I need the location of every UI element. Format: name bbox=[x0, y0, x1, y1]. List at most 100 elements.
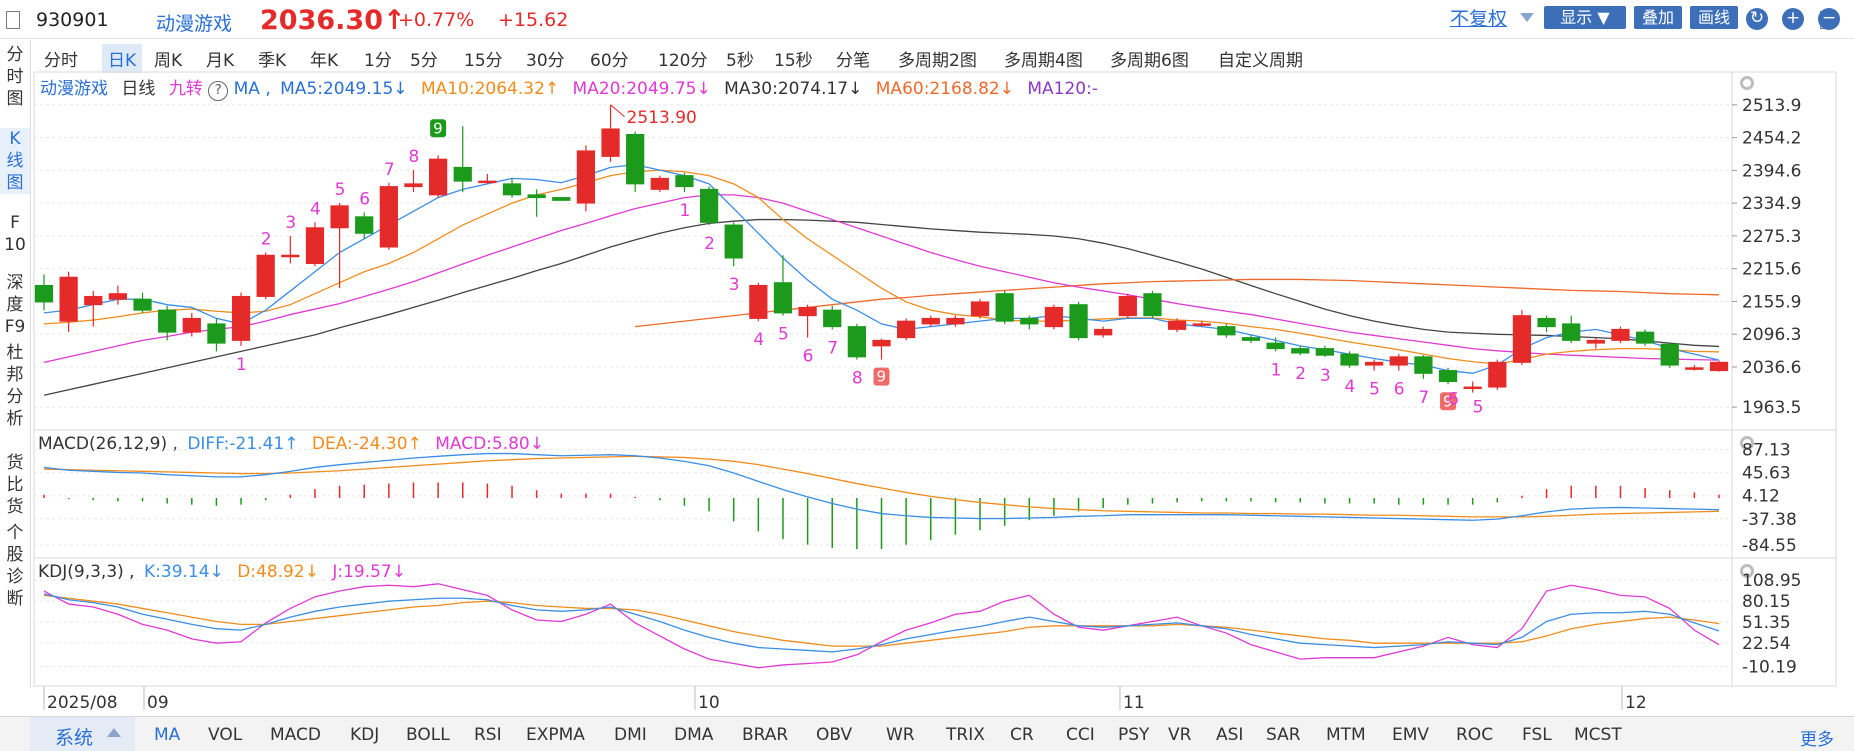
nine-turn-label: 2 bbox=[1295, 364, 1306, 384]
indicator-tab[interactable]: ASI bbox=[1216, 725, 1244, 745]
indicator-tab[interactable]: PSY bbox=[1118, 725, 1150, 745]
more-button[interactable]: 更多 bbox=[1800, 730, 1834, 750]
indicator-tab[interactable]: DMI bbox=[614, 725, 647, 745]
nine-turn-badge bbox=[1440, 392, 1457, 411]
period-tab[interactable]: 周K bbox=[154, 51, 183, 71]
nine-turn-badge bbox=[430, 119, 447, 138]
price-axis-label: 2036.6 bbox=[1742, 358, 1801, 378]
indicator-tab[interactable]: SAR bbox=[1266, 725, 1301, 745]
period-tab[interactable]: 15秒 bbox=[774, 51, 813, 71]
adjust-dropdown[interactable]: 不复权 bbox=[1450, 8, 1508, 30]
left-nav-tab[interactable]: K 线 图 bbox=[0, 128, 30, 194]
indicator-tab[interactable]: OBV bbox=[816, 725, 853, 745]
candle-body bbox=[1685, 367, 1704, 370]
period-tab[interactable]: 自定义周期 bbox=[1218, 51, 1303, 71]
candle-body bbox=[970, 301, 990, 317]
period-tab[interactable]: 分笔 bbox=[836, 51, 870, 71]
indicator-tab[interactable]: MA bbox=[154, 725, 181, 745]
period-tab[interactable]: 月K bbox=[206, 51, 235, 71]
indicator-tab[interactable]: CCI bbox=[1066, 725, 1095, 745]
period-tab[interactable]: 60分 bbox=[590, 51, 629, 71]
nine-turn-label: 3 bbox=[1320, 366, 1331, 386]
left-nav-tab[interactable]: 个 股 诊 断 bbox=[6, 523, 24, 609]
system-menu[interactable]: 系统 bbox=[30, 717, 135, 751]
draw-line-button[interactable]: 画线 bbox=[1690, 6, 1738, 29]
date-axis-label: 2025/08 bbox=[47, 693, 118, 713]
period-tab[interactable]: 分时 bbox=[44, 51, 78, 71]
candle-body bbox=[256, 254, 275, 297]
change-amount: +15.62 bbox=[498, 9, 569, 31]
main-settings-gear-icon[interactable] bbox=[1740, 76, 1754, 90]
sidebar-toggle-icon[interactable] bbox=[6, 11, 20, 29]
period-tab[interactable]: 多周期2图 bbox=[898, 51, 977, 71]
nine-turn-label: 6 bbox=[803, 347, 814, 367]
panel-frame bbox=[33, 71, 1837, 431]
nine-turn-label: 1 bbox=[236, 355, 247, 375]
date-axis-label: 11 bbox=[1123, 693, 1145, 713]
indicator-tab[interactable]: ROC bbox=[1456, 725, 1494, 745]
indicator-tab[interactable]: EXPMA bbox=[526, 725, 585, 745]
indicator-tab[interactable]: MACD bbox=[270, 725, 321, 745]
legend-nine-turn[interactable]: 九转 bbox=[168, 79, 203, 99]
left-nav-tab[interactable]: 杜 邦 分 析 bbox=[6, 343, 24, 429]
nine-turn-label: 6 bbox=[1394, 380, 1405, 400]
left-nav-tab[interactable]: 深 度 F9 bbox=[4, 273, 26, 337]
indicator-tab[interactable]: MCST bbox=[1574, 725, 1622, 745]
price-axis-label: 2513.9 bbox=[1742, 96, 1801, 116]
period-tab[interactable]: 5秒 bbox=[726, 51, 754, 71]
period-tab[interactable]: 30分 bbox=[526, 51, 565, 71]
left-nav-tab[interactable]: 分 时 图 bbox=[6, 45, 24, 109]
candle-body bbox=[1217, 326, 1236, 336]
kdj-settings-gear-icon[interactable] bbox=[1740, 564, 1754, 578]
indicator-tab[interactable]: VOL bbox=[208, 725, 243, 745]
kline-chart[interactable]: 2513.92454.22394.62334.92275.32215.62155… bbox=[0, 0, 1854, 716]
indicator-tab[interactable]: TRIX bbox=[946, 725, 985, 745]
indicator-tab[interactable]: VR bbox=[1168, 725, 1192, 745]
nine-turn-label: 5 bbox=[1369, 380, 1380, 400]
indicator-tab[interactable]: BOLL bbox=[406, 725, 450, 745]
candle-body bbox=[1488, 361, 1507, 388]
indicator-tab[interactable]: DMA bbox=[674, 725, 714, 745]
period-tab[interactable]: 年K bbox=[310, 51, 339, 71]
nine-turn-badge bbox=[873, 367, 890, 386]
period-tab[interactable]: 1分 bbox=[364, 51, 392, 71]
macd-legend: MACD(26,12,9) , DIFF:-21.41↑ DEA:-24.30↑… bbox=[38, 434, 544, 454]
candle-body bbox=[158, 309, 177, 333]
price-axis-label: 2275.3 bbox=[1742, 227, 1801, 247]
left-nav-tab[interactable]: 货 比 货 bbox=[6, 453, 24, 517]
indicator-tab[interactable]: RSI bbox=[474, 725, 502, 745]
candle-body bbox=[1635, 331, 1655, 344]
zoom-in-icon[interactable]: + bbox=[1782, 8, 1804, 30]
indicator-tab[interactable]: WR bbox=[886, 725, 915, 745]
indicator-tab[interactable]: FSL bbox=[1522, 725, 1552, 745]
overlay-button[interactable]: 叠加 bbox=[1634, 6, 1682, 29]
candle-body bbox=[305, 227, 325, 264]
refresh-icon[interactable]: ↻ bbox=[1746, 8, 1768, 30]
period-tab[interactable]: 多周期6图 bbox=[1110, 51, 1189, 71]
zoom-out-icon[interactable]: − bbox=[1818, 8, 1840, 30]
indicator-tab[interactable]: BRAR bbox=[742, 725, 789, 745]
period-tab[interactable]: 多周期4图 bbox=[1004, 51, 1083, 71]
period-tab[interactable]: 季K bbox=[258, 51, 287, 71]
left-nav-tab[interactable]: F 10 bbox=[4, 213, 26, 255]
candle-body bbox=[675, 175, 694, 188]
candle-body bbox=[1709, 361, 1729, 372]
date-axis-label: 12 bbox=[1625, 693, 1647, 713]
indicator-tab[interactable]: MTM bbox=[1326, 725, 1366, 745]
indicator-tab[interactable]: KDJ bbox=[350, 725, 380, 745]
stock-name[interactable]: 动漫游戏 bbox=[156, 13, 233, 35]
chevron-down-icon[interactable] bbox=[1520, 13, 1534, 22]
period-tab[interactable]: 日K bbox=[102, 44, 143, 73]
nine-turn-label: 9 bbox=[877, 368, 887, 386]
help-icon[interactable]: ? bbox=[208, 81, 229, 101]
candle-body bbox=[576, 150, 596, 204]
indicator-tab[interactable]: CR bbox=[1010, 725, 1034, 745]
macd-settings-gear-icon[interactable] bbox=[1740, 436, 1754, 450]
candle-body bbox=[330, 205, 349, 229]
display-button[interactable]: 显示 ▼ bbox=[1544, 6, 1626, 29]
period-tab[interactable]: 15分 bbox=[464, 51, 503, 71]
indicator-tab[interactable]: EMV bbox=[1392, 725, 1430, 745]
period-tab[interactable]: 5分 bbox=[410, 51, 438, 71]
candle-body bbox=[995, 293, 1014, 322]
period-tab[interactable]: 120分 bbox=[658, 51, 708, 71]
